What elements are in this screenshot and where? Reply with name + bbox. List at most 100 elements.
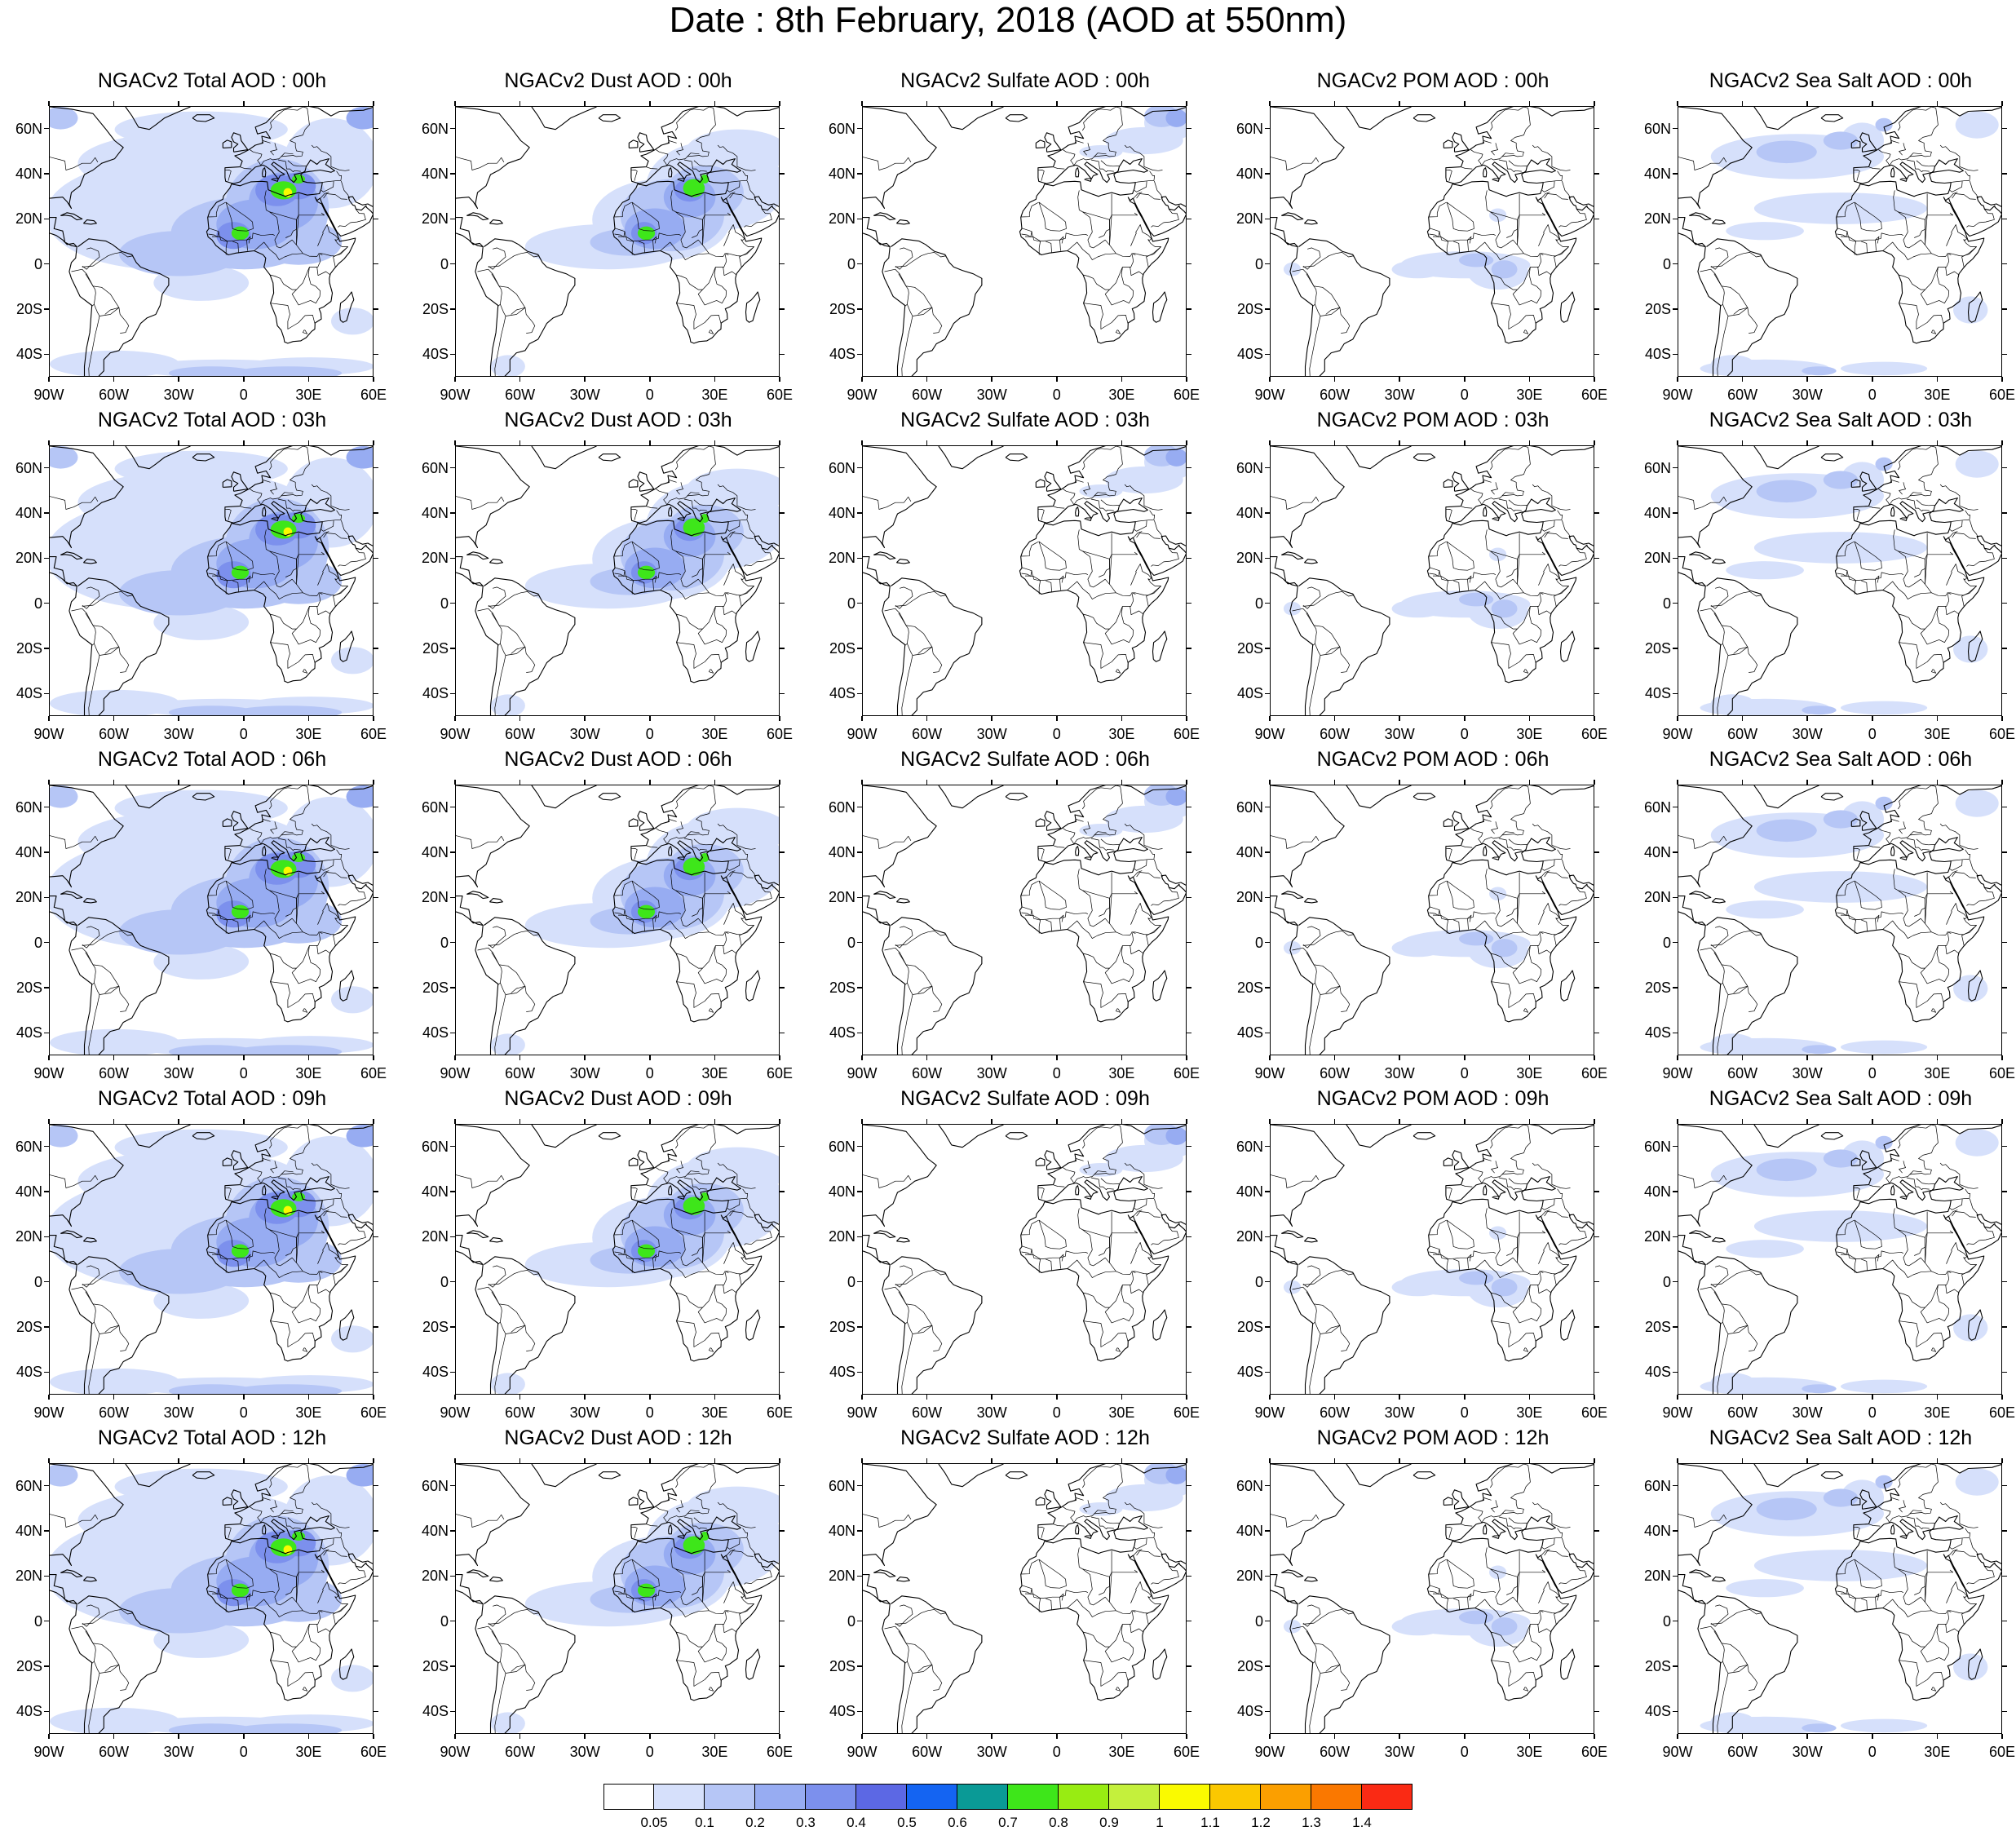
country-border (1947, 224, 1977, 257)
longitude-tick-label: 90W (1254, 726, 1285, 742)
country-border (1966, 209, 1995, 228)
country-border (1498, 1177, 1522, 1191)
latitude-tick (450, 263, 455, 265)
country-border (676, 1292, 703, 1308)
longitude-tick-label: 60W (505, 1065, 536, 1081)
country-border (1898, 551, 1952, 596)
colorbar-swatch (907, 1784, 957, 1810)
country-border (639, 1258, 645, 1272)
country-border (505, 985, 526, 995)
country-border (1053, 506, 1065, 509)
latitude-tick (374, 806, 378, 808)
longitude-tick (307, 780, 310, 785)
coastline (1281, 1569, 1304, 1578)
longitude-tick (1594, 440, 1595, 445)
longitude-tick-label: 90W (1254, 387, 1285, 403)
coastline (222, 479, 232, 488)
country-border (1099, 559, 1110, 577)
latitude-tick (374, 1665, 378, 1667)
longitude-tick (779, 101, 780, 106)
country-border (1046, 580, 1052, 593)
coastline (1075, 506, 1080, 517)
aod-blob (1458, 253, 1494, 268)
total-aod-map (50, 785, 373, 1055)
country-border (675, 1125, 714, 1149)
coastline (628, 479, 639, 488)
country-border (1508, 499, 1527, 506)
country-border (321, 860, 334, 871)
country-border (1491, 143, 1498, 156)
longitude-tick (1677, 101, 1678, 106)
coastline (1281, 551, 1304, 560)
country-border (1109, 893, 1138, 924)
longitude-tick (1399, 1119, 1400, 1124)
country-border (1537, 267, 1552, 276)
latitude-tick (374, 1484, 378, 1487)
aod-field (1283, 1226, 1531, 1308)
country-border (675, 107, 714, 131)
country-border (1710, 591, 1762, 607)
longitude-tick-label: 60W (1727, 1065, 1758, 1081)
longitude-tick (454, 780, 456, 785)
country-border (717, 484, 756, 511)
latitude-tick (44, 1575, 49, 1577)
country-border (715, 594, 727, 607)
country-border (1727, 1664, 1749, 1674)
longitude-tick (714, 377, 716, 382)
latitude-tick (1594, 263, 1599, 265)
longitude-tick-label: 60E (1988, 387, 2016, 403)
country-border (1501, 153, 1514, 157)
country-border (1710, 1265, 1729, 1288)
latitude-tick (44, 1484, 49, 1487)
aod-blob (233, 705, 343, 715)
panel-title: NGACv2 POM AOD : 12h (1316, 1426, 1550, 1449)
longitude-tick (1741, 1055, 1744, 1060)
latitude-tick-label: 20S (829, 1658, 855, 1674)
coastline (1559, 291, 1576, 323)
latitude-tick (780, 1665, 785, 1667)
latitude-tick-label: 40S (15, 346, 42, 363)
latitude-tick (780, 1145, 785, 1148)
longitude-tick (1056, 1055, 1058, 1060)
aod-blob (1391, 1617, 1444, 1636)
country-border (287, 838, 307, 846)
latitude-tick-label: 40N (15, 1183, 42, 1200)
country-border (1966, 548, 1995, 567)
latitude-tick-label: 40N (15, 1523, 42, 1539)
country-border (225, 201, 254, 232)
aod-blob (1953, 975, 1988, 1002)
country-border (316, 267, 331, 276)
latitude-tick (374, 602, 378, 604)
latitude-tick (450, 1280, 455, 1283)
coastline (1271, 896, 1298, 927)
colorbar-label: 0.5 (897, 1815, 917, 1830)
country-border (287, 1517, 307, 1524)
coastline (628, 139, 639, 148)
country-border (1271, 1514, 1320, 1528)
country-border (321, 212, 325, 216)
country-border (505, 307, 526, 316)
coastline (271, 1196, 279, 1200)
coastline (1304, 898, 1318, 904)
country-border (895, 926, 913, 949)
coastline (1281, 891, 1304, 900)
aod-blob (50, 1125, 78, 1148)
latitude-tick (780, 806, 785, 808)
coastline (1834, 446, 2001, 683)
country-border (285, 898, 297, 917)
longitude-tick (373, 440, 374, 445)
country-border (477, 608, 502, 646)
latitude-tick (1673, 218, 1678, 220)
latitude-tick (1594, 1665, 1599, 1667)
aod-blob (1953, 1314, 1988, 1342)
longitude-tick (113, 377, 115, 382)
longitude-tick-label: 60E (1581, 1744, 1608, 1760)
country-border (1952, 533, 1976, 539)
country-border (1445, 1527, 1452, 1538)
country-border (1727, 985, 1749, 995)
country-border (1938, 933, 1950, 946)
coastline (83, 1577, 97, 1582)
country-border (1841, 914, 1856, 934)
country-border (82, 1604, 100, 1627)
latitude-tick-label: 60N (1236, 1138, 1263, 1155)
